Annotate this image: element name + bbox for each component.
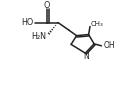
Text: O: O <box>44 1 50 10</box>
Text: HO: HO <box>22 18 34 27</box>
Text: H₂N: H₂N <box>31 32 46 41</box>
Text: OH: OH <box>103 41 115 50</box>
Text: N: N <box>83 52 89 61</box>
Text: CH₃: CH₃ <box>91 21 103 27</box>
